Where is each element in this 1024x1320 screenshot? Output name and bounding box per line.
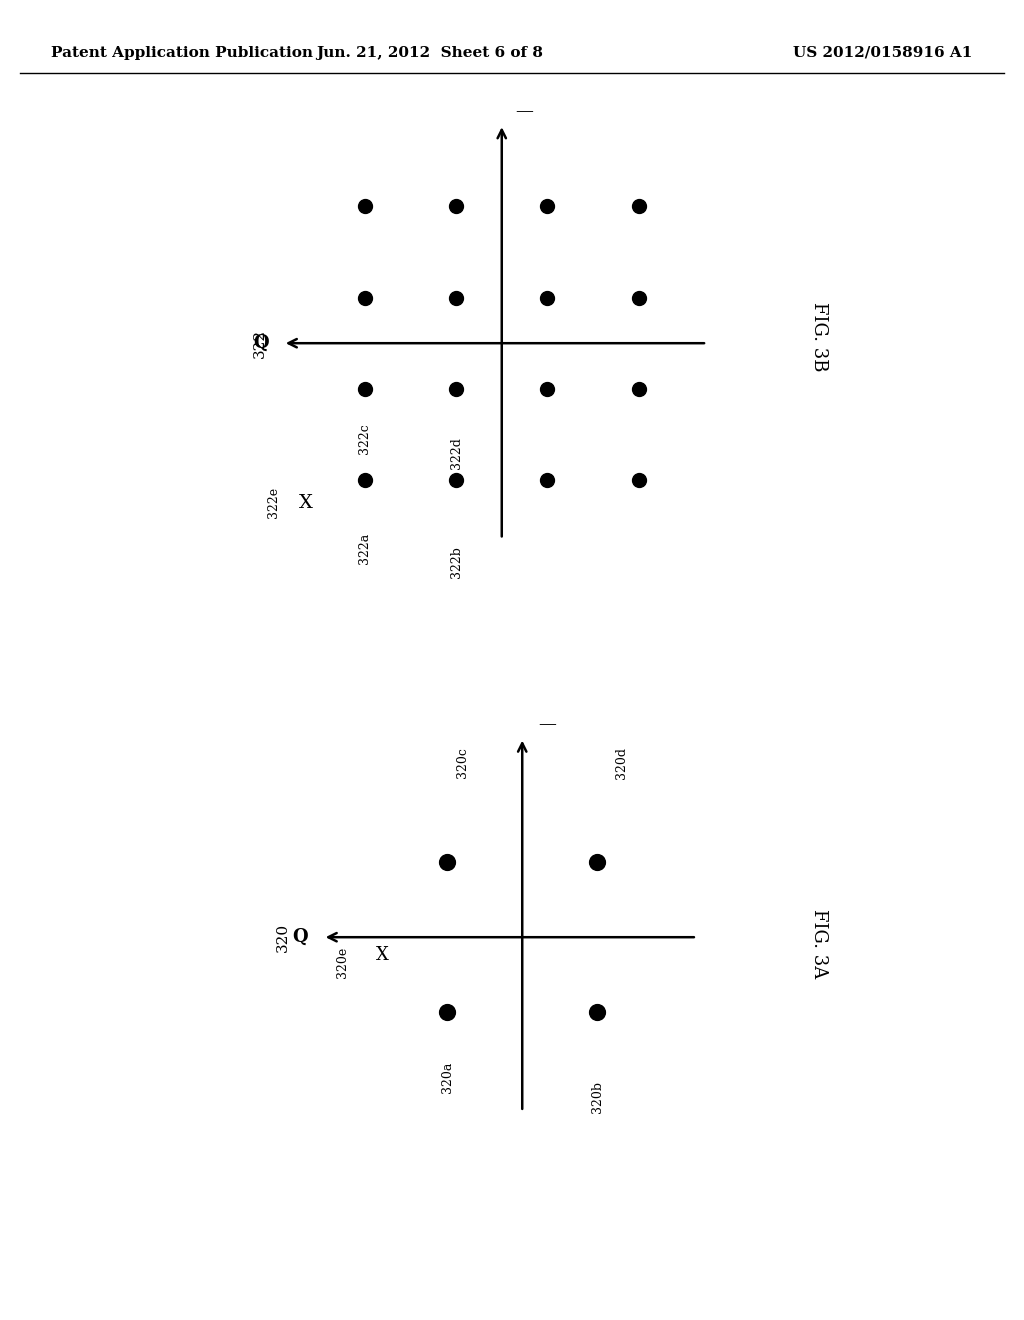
Text: 322c: 322c	[358, 424, 372, 454]
Text: 320e: 320e	[336, 946, 349, 978]
Point	[631, 195, 647, 216]
Text: X: X	[299, 494, 312, 512]
Point	[589, 1002, 605, 1023]
Point	[540, 379, 556, 400]
Text: Patent Application Publication: Patent Application Publication	[51, 46, 313, 59]
Point	[631, 470, 647, 491]
Point	[540, 470, 556, 491]
Text: FIG. 3A: FIG. 3A	[810, 909, 828, 978]
Point	[631, 286, 647, 308]
Text: —: —	[539, 714, 556, 733]
Text: 322b: 322b	[450, 546, 463, 578]
Text: 320c: 320c	[456, 747, 469, 777]
Point	[540, 195, 556, 216]
Text: 322e: 322e	[267, 487, 281, 519]
Text: X: X	[376, 945, 389, 964]
Point	[439, 851, 456, 873]
Text: 322d: 322d	[450, 437, 463, 469]
Point	[589, 851, 605, 873]
Point	[540, 286, 556, 308]
Text: 320d: 320d	[615, 747, 629, 779]
Text: Q: Q	[254, 334, 269, 352]
Text: 320a: 320a	[441, 1061, 454, 1093]
Point	[447, 195, 464, 216]
Text: —: —	[516, 102, 534, 120]
Text: 320: 320	[275, 923, 290, 952]
Text: US 2012/0158916 A1: US 2012/0158916 A1	[794, 46, 973, 59]
Point	[356, 286, 373, 308]
Point	[447, 379, 464, 400]
Text: Q: Q	[292, 928, 308, 946]
Point	[447, 470, 464, 491]
Point	[631, 379, 647, 400]
Point	[439, 1002, 456, 1023]
Text: 322: 322	[253, 329, 267, 358]
Text: FIG. 3B: FIG. 3B	[810, 302, 828, 371]
Text: 322a: 322a	[358, 533, 372, 564]
Text: 320b: 320b	[591, 1081, 603, 1113]
Text: Jun. 21, 2012  Sheet 6 of 8: Jun. 21, 2012 Sheet 6 of 8	[316, 46, 544, 59]
Point	[356, 195, 373, 216]
Point	[447, 286, 464, 308]
Point	[356, 379, 373, 400]
Point	[356, 470, 373, 491]
